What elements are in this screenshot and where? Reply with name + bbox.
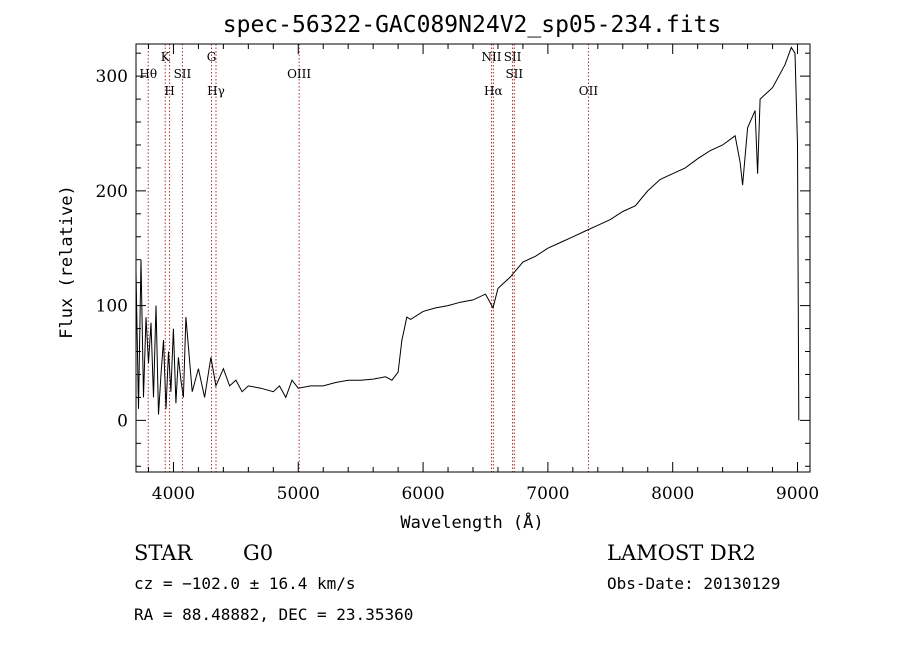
observation-date: Obs-Date: 20130129 (607, 574, 780, 593)
y-tick-label-0: 0 (117, 411, 128, 431)
x-tick-label-3: 7000 (526, 484, 569, 504)
line-label-0: Hθ (139, 67, 157, 81)
line-label-9: SII (504, 50, 522, 64)
x-axis-label: Wavelength (Å) (400, 511, 543, 533)
chart-title: spec-56322-GAC089N24V2_sp05-234.fits (223, 12, 722, 38)
x-tick-label-4: 8000 (651, 484, 694, 504)
line-label-11: OII (579, 84, 599, 98)
x-tick-label-5: 9000 (776, 484, 819, 504)
line-label-10: SII (505, 67, 523, 81)
x-tick-label-1: 5000 (277, 484, 320, 504)
plot-frame (135, 43, 811, 473)
y-axis-ticks: 0 100 200 300 (96, 52, 810, 467)
emission-line-markers (147, 44, 589, 472)
redshift-velocity: cz = −102.0 ± 16.4 km/s (134, 574, 356, 593)
line-label-8: Hα (484, 84, 503, 98)
line-label-2: H (164, 84, 174, 98)
line-label-7: NII (481, 50, 501, 64)
line-label-4: G (207, 50, 217, 64)
line-label-5: Hγ (207, 84, 225, 98)
x-tick-label-0: 4000 (152, 484, 195, 504)
y-tick-label-3: 300 (96, 67, 128, 87)
spectrum-line (135, 46, 800, 421)
y-tick-label-2: 200 (96, 182, 128, 202)
coordinates: RA = 88.48882, DEC = 23.35360 (134, 605, 413, 624)
y-axis-label: Flux (relative) (57, 185, 77, 339)
line-label-3: SII (174, 67, 192, 81)
line-label-1: K (161, 50, 171, 64)
survey-name: LAMOST DR2 (607, 541, 756, 565)
y-tick-label-1: 100 (96, 297, 128, 317)
x-tick-label-2: 6000 (401, 484, 444, 504)
line-label-6: OIII (287, 67, 311, 81)
object-class: STAR (134, 541, 193, 565)
object-subclass: G0 (243, 541, 273, 565)
x-axis-ticks: 4000 5000 6000 7000 8000 9000 (147, 44, 819, 504)
